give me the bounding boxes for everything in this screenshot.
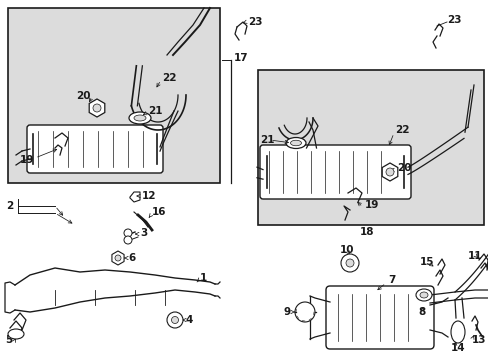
Text: 14: 14: [450, 343, 465, 353]
Ellipse shape: [415, 289, 431, 301]
Ellipse shape: [285, 138, 305, 148]
Circle shape: [115, 255, 121, 261]
Text: 4: 4: [184, 315, 192, 325]
Text: 23: 23: [446, 15, 461, 25]
Text: 11: 11: [467, 251, 482, 261]
Text: 20: 20: [396, 163, 411, 173]
Text: 20: 20: [76, 91, 90, 101]
Ellipse shape: [450, 321, 464, 343]
Text: 19: 19: [364, 200, 379, 210]
Circle shape: [385, 168, 393, 176]
Text: 22: 22: [394, 125, 408, 135]
Text: 5: 5: [5, 335, 12, 345]
Circle shape: [124, 229, 132, 237]
Ellipse shape: [129, 112, 151, 124]
Bar: [258, 70, 483, 225]
Text: 15: 15: [419, 257, 434, 267]
Bar: [8, 8, 220, 183]
Circle shape: [346, 259, 353, 267]
Text: 21: 21: [148, 106, 162, 116]
Text: 9: 9: [284, 307, 290, 317]
Circle shape: [294, 302, 314, 322]
Circle shape: [93, 104, 101, 112]
Text: 23: 23: [247, 17, 262, 27]
Text: 17: 17: [234, 53, 248, 63]
Circle shape: [124, 236, 132, 244]
Text: 21: 21: [260, 135, 274, 145]
FancyBboxPatch shape: [260, 145, 410, 199]
Circle shape: [340, 254, 358, 272]
Text: 19: 19: [20, 155, 34, 165]
Text: 1: 1: [200, 273, 207, 283]
Text: 6: 6: [128, 253, 135, 263]
FancyBboxPatch shape: [27, 125, 163, 173]
Ellipse shape: [8, 329, 24, 339]
Text: 18: 18: [359, 227, 374, 237]
Ellipse shape: [134, 115, 146, 121]
Text: 7: 7: [387, 275, 395, 285]
Text: 8: 8: [417, 307, 425, 317]
Text: 2: 2: [6, 201, 13, 211]
Text: 22: 22: [162, 73, 176, 83]
Ellipse shape: [419, 292, 427, 298]
Text: 12: 12: [142, 191, 156, 201]
Text: 13: 13: [471, 335, 486, 345]
Circle shape: [171, 316, 178, 324]
Text: 3: 3: [140, 228, 147, 238]
Circle shape: [167, 312, 183, 328]
Ellipse shape: [290, 140, 301, 146]
Text: 16: 16: [152, 207, 166, 217]
Text: 10: 10: [339, 245, 354, 255]
FancyBboxPatch shape: [325, 286, 433, 349]
